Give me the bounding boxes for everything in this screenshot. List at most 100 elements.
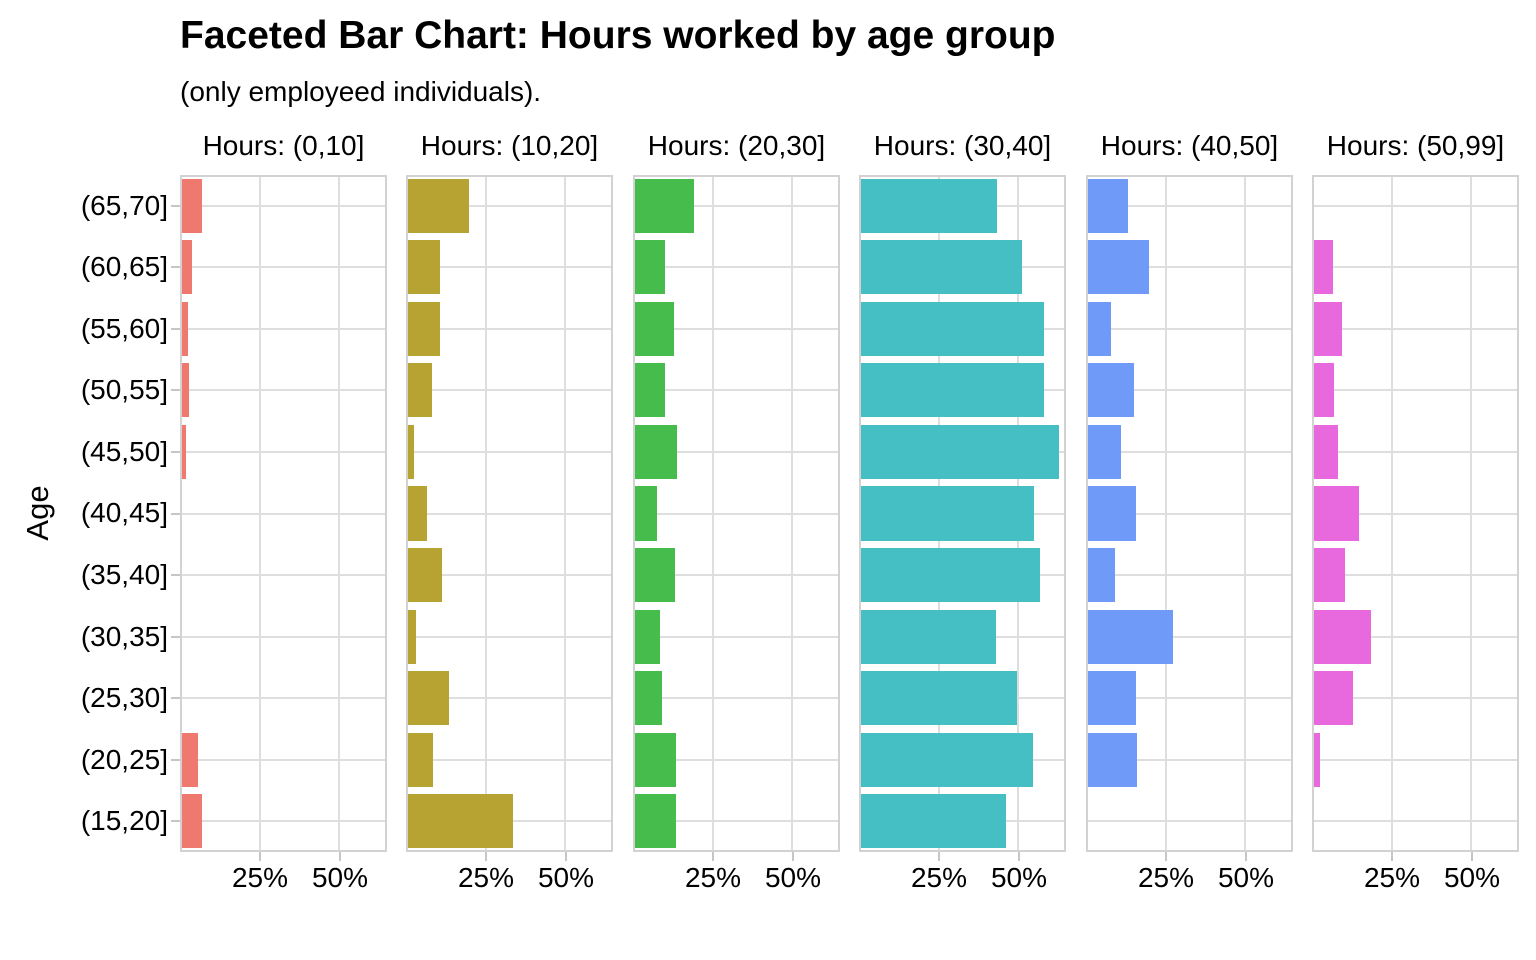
y-axis-tick bbox=[171, 635, 180, 638]
bar bbox=[408, 301, 440, 356]
gridline bbox=[408, 574, 611, 577]
bar bbox=[635, 547, 675, 603]
x-axis-tick bbox=[1164, 852, 1167, 861]
gridline bbox=[1088, 635, 1291, 638]
bar bbox=[861, 240, 1022, 295]
bar bbox=[408, 240, 440, 295]
gridline bbox=[182, 389, 385, 392]
gridline bbox=[635, 512, 838, 515]
bar bbox=[861, 671, 1017, 726]
bar bbox=[861, 301, 1044, 356]
x-tick-label: 50% bbox=[990, 862, 1047, 893]
bar bbox=[861, 486, 1035, 541]
bar bbox=[408, 486, 427, 541]
bar bbox=[635, 486, 658, 541]
bar bbox=[1314, 301, 1343, 356]
gridline bbox=[635, 820, 838, 823]
gridline bbox=[1314, 389, 1517, 392]
gridline bbox=[1088, 204, 1291, 207]
y-tick-label: (65,70] bbox=[80, 189, 168, 221]
gridline bbox=[1314, 512, 1517, 515]
facet-strip-label: Hours: (10,20] bbox=[420, 130, 599, 161]
gridline bbox=[635, 574, 838, 577]
y-tick-label: (25,30] bbox=[80, 682, 168, 714]
bar bbox=[1314, 486, 1360, 541]
facet-panel bbox=[1312, 175, 1519, 852]
bar bbox=[182, 794, 202, 849]
bar bbox=[1314, 609, 1372, 664]
x-tick-label: 50% bbox=[1217, 862, 1274, 893]
gridline bbox=[182, 204, 385, 207]
gridline bbox=[1314, 635, 1517, 638]
x-tick-label: 50% bbox=[1443, 862, 1500, 893]
bar bbox=[1088, 609, 1174, 664]
facet-panel bbox=[633, 175, 840, 852]
x-axis-tick bbox=[1244, 852, 1247, 861]
gridline bbox=[408, 266, 611, 269]
bar bbox=[1088, 363, 1135, 418]
gridline bbox=[1314, 697, 1517, 700]
gridline bbox=[1088, 758, 1291, 761]
bar bbox=[1088, 240, 1149, 295]
gridline bbox=[635, 204, 838, 207]
gridline bbox=[635, 327, 838, 330]
x-axis-tick bbox=[791, 852, 794, 861]
bar bbox=[1314, 424, 1339, 480]
bar bbox=[861, 732, 1034, 787]
y-axis-tick bbox=[171, 450, 180, 453]
y-axis-tick bbox=[171, 574, 180, 577]
bar bbox=[1088, 671, 1137, 726]
bar bbox=[182, 240, 192, 295]
bar bbox=[1314, 363, 1335, 418]
y-axis-tick bbox=[171, 512, 180, 515]
x-axis-tick bbox=[484, 852, 487, 861]
x-axis-tick bbox=[937, 852, 940, 861]
y-tick-label: (20,25] bbox=[80, 743, 168, 775]
gridline bbox=[1314, 450, 1517, 453]
gridline bbox=[1314, 820, 1517, 823]
bar bbox=[408, 178, 469, 233]
y-tick-label: (15,20] bbox=[80, 805, 168, 837]
x-axis-tick bbox=[711, 852, 714, 861]
y-tick-label: (45,50] bbox=[80, 435, 168, 467]
facet-strip-label: Hours: (30,40] bbox=[873, 130, 1052, 161]
gridline bbox=[1314, 327, 1517, 330]
chart-subtitle: (only employeed individuals). bbox=[180, 76, 542, 107]
gridline bbox=[182, 820, 385, 823]
y-axis-tick bbox=[171, 327, 180, 330]
gridline bbox=[182, 697, 385, 700]
gridline bbox=[1088, 697, 1291, 700]
gridline bbox=[635, 758, 838, 761]
y-tick-label: (35,40] bbox=[80, 559, 168, 591]
gridline bbox=[635, 635, 838, 638]
gridline bbox=[1088, 266, 1291, 269]
y-axis-tick bbox=[171, 204, 180, 207]
gridline bbox=[408, 635, 611, 638]
bar bbox=[861, 424, 1059, 480]
x-tick-label: 25% bbox=[1137, 862, 1195, 893]
bar bbox=[182, 178, 202, 233]
y-axis-tick bbox=[171, 389, 180, 392]
y-tick-label: (30,35] bbox=[80, 620, 168, 652]
x-axis-tick bbox=[564, 852, 567, 861]
x-tick-label: 50% bbox=[764, 862, 821, 893]
bar bbox=[635, 732, 676, 787]
x-axis-tick bbox=[1390, 852, 1393, 861]
gridline bbox=[1088, 450, 1291, 453]
gridline bbox=[1314, 574, 1517, 577]
facet-panel bbox=[180, 175, 387, 852]
bar bbox=[1314, 671, 1353, 726]
bar bbox=[1088, 178, 1128, 233]
y-axis-tick bbox=[171, 758, 180, 761]
gridline bbox=[635, 266, 838, 269]
chart-title: Faceted Bar Chart: Hours worked by age g… bbox=[180, 14, 1056, 57]
y-tick-label: (50,55] bbox=[80, 374, 168, 406]
bar bbox=[1088, 547, 1115, 603]
bar bbox=[635, 794, 676, 849]
gridline bbox=[408, 758, 611, 761]
bar bbox=[635, 363, 666, 418]
gridline bbox=[635, 697, 838, 700]
bar bbox=[408, 547, 442, 603]
bar bbox=[635, 301, 674, 356]
